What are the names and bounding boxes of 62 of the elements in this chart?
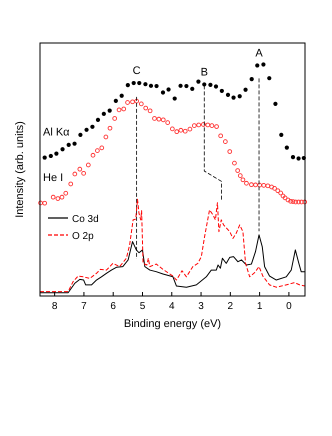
- point: [250, 77, 254, 82]
- x-tick-label: 3: [198, 301, 204, 312]
- point: [184, 84, 189, 88]
- point: [160, 90, 166, 95]
- x-tick-label: 7: [81, 301, 88, 312]
- point: [243, 88, 248, 92]
- point: [154, 84, 159, 88]
- series-label: He I: [43, 172, 64, 184]
- point: [231, 96, 236, 100]
- x-tick-label: 0: [286, 301, 292, 312]
- point: [137, 80, 142, 86]
- point: [208, 82, 213, 87]
- point: [148, 84, 154, 88]
- point: [66, 142, 71, 147]
- point: [284, 146, 289, 150]
- x-tick-label: 8: [52, 301, 58, 312]
- x-axis-title: Binding energy (eV): [124, 318, 222, 330]
- x-tick-label: 2: [228, 301, 234, 312]
- point: [166, 87, 171, 92]
- legend-label: O 2p: [72, 231, 94, 242]
- point: [261, 62, 266, 67]
- point: [178, 84, 183, 88]
- point: [296, 156, 301, 161]
- point: [84, 128, 89, 132]
- annotation: B: [200, 66, 208, 78]
- point: [132, 80, 136, 86]
- point: [126, 83, 130, 88]
- point: [108, 108, 112, 113]
- point: [102, 112, 106, 116]
- point: [143, 82, 148, 86]
- x-tick-label: 4: [168, 301, 175, 312]
- point: [190, 86, 194, 91]
- point: [96, 118, 100, 122]
- point: [238, 94, 242, 98]
- annotation: C: [132, 65, 141, 78]
- point: [220, 88, 224, 94]
- point: [78, 132, 83, 137]
- point: [48, 154, 53, 158]
- point: [90, 124, 95, 129]
- point: [120, 94, 124, 98]
- point: [172, 96, 177, 101]
- x-tick-label: 1: [256, 301, 263, 312]
- legend-label: Co 3d: [72, 214, 99, 225]
- point: [114, 98, 118, 103]
- x-tick-label: 6: [110, 301, 116, 312]
- point: [290, 155, 296, 160]
- point: [226, 92, 230, 97]
- point: [202, 82, 206, 87]
- x-tick-label: 5: [140, 301, 146, 312]
- point: [279, 132, 284, 137]
- point: [42, 155, 47, 160]
- y-axis-title: Intensity (arb. units): [14, 121, 26, 218]
- point: [72, 142, 77, 146]
- point: [60, 147, 65, 152]
- point: [54, 152, 58, 156]
- series-label: Al Kα: [43, 126, 70, 139]
- point: [255, 63, 260, 68]
- text: A: [255, 47, 264, 60]
- point: [196, 80, 201, 84]
- point: [273, 102, 278, 106]
- point: [214, 84, 218, 89]
- point: [267, 76, 272, 80]
